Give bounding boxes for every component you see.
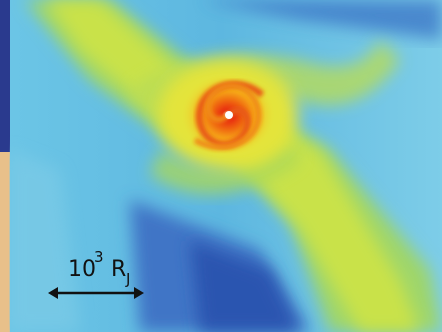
yellow-band: [45, 0, 420, 332]
spiral-arm: [193, 82, 262, 151]
light-region: [9, 150, 80, 332]
arrow-head: [134, 287, 144, 299]
planet: [225, 111, 233, 119]
dark-region: [190, 240, 300, 332]
dark-region: [200, 0, 442, 40]
flow-field: [9, 0, 442, 332]
left-strip: [0, 152, 10, 332]
scale-exponent: 3: [94, 248, 104, 266]
scale-base: 10: [68, 257, 96, 282]
scale-bar: 10 3 R J: [48, 248, 144, 299]
left-strip: [0, 0, 10, 152]
scale-subscript: J: [125, 270, 130, 288]
arm: [150, 140, 300, 195]
scale-unit: R: [111, 257, 126, 282]
arrow-head: [48, 287, 58, 299]
